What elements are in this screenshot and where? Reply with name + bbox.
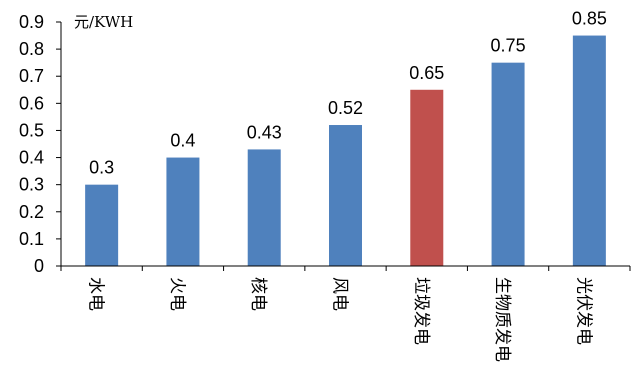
y-axis: 0 0.1 0.2 0.3 0.4 0.5 0.6 0.7 0.8 0.9	[19, 12, 62, 276]
y-tick-label: 0.2	[19, 202, 44, 222]
y-tick-label: 0.1	[19, 229, 44, 249]
data-labels: 0.3 0.4 0.43 0.52 0.65 0.75 0.85	[89, 9, 607, 178]
bar-1	[85, 184, 119, 266]
bar-value-label: 0.52	[328, 98, 363, 118]
y-unit-label: 元/KWH	[74, 13, 133, 31]
bar-7	[572, 35, 606, 266]
y-tick-label: 0	[34, 256, 44, 276]
category-label: 垃圾发电	[411, 277, 431, 345]
y-tick-label: 0.5	[19, 120, 44, 140]
y-tick-label: 0.3	[19, 175, 44, 195]
bar-value-label: 0.65	[409, 63, 444, 83]
y-tick-label: 0.4	[19, 148, 44, 168]
x-axis: 水电 火电 核电 风电 垃圾发电 生物质发电 光伏发电	[60, 265, 631, 362]
category-label: 核电	[248, 277, 268, 311]
bars	[85, 35, 606, 267]
bar-2	[166, 157, 200, 266]
bar-4	[329, 125, 362, 267]
bar-6	[491, 62, 525, 266]
category-label: 生物质发电	[492, 277, 512, 362]
category-label: 火电	[167, 277, 187, 311]
category-label: 光伏发电	[573, 277, 593, 345]
y-tick-label: 0.9	[19, 12, 44, 32]
bar-value-label: 0.4	[170, 131, 195, 151]
bar-3	[247, 149, 281, 266]
category-label: 风电	[330, 277, 350, 311]
y-tick-label: 0.8	[19, 39, 44, 59]
y-tick-label: 0.7	[19, 66, 44, 86]
bar-value-label: 0.85	[572, 9, 607, 29]
y-tick-label: 0.6	[19, 93, 44, 113]
bar-value-label: 0.3	[89, 158, 114, 178]
category-label: 水电	[86, 277, 106, 311]
bar-5	[410, 89, 444, 267]
bar-value-label: 0.75	[491, 36, 526, 56]
bar-value-label: 0.43	[247, 122, 282, 142]
